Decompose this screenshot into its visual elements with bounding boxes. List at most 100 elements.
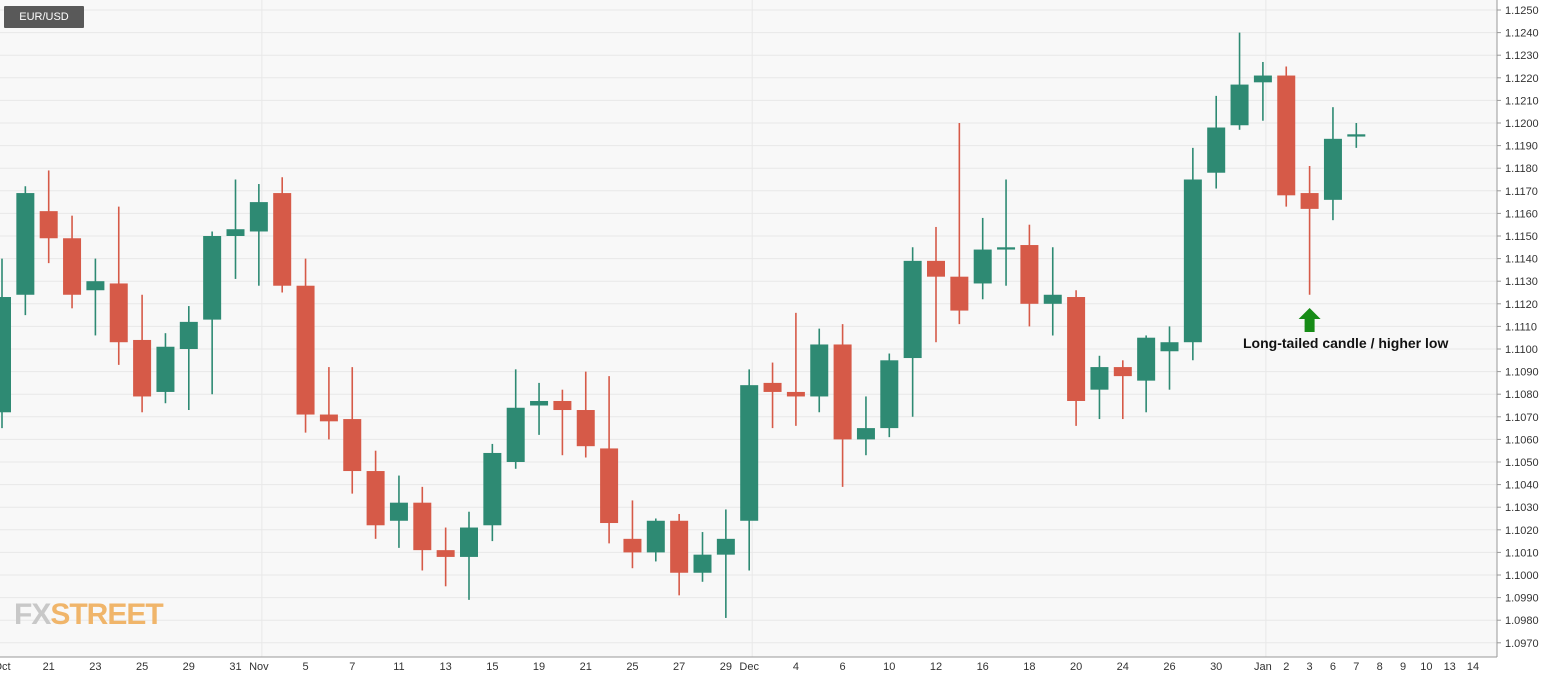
candle-body <box>1043 294 1062 304</box>
candle-body <box>436 550 455 557</box>
date-tick-label: 13 <box>440 661 452 673</box>
candle-up <box>880 353 899 438</box>
candle-body <box>1137 337 1156 381</box>
candle-body <box>156 346 175 392</box>
candle-up <box>856 396 875 456</box>
price-tick-label: 1.1210 <box>1505 95 1539 107</box>
candle-body <box>530 400 549 406</box>
date-tick-label: Dec <box>739 661 759 673</box>
candle-up <box>506 369 525 469</box>
candle-body <box>63 238 82 295</box>
date-tick-label: 10 <box>1420 661 1432 673</box>
candle-down <box>600 376 619 544</box>
date-tick-label: 16 <box>977 661 989 673</box>
candle-body <box>623 538 642 553</box>
candle-body <box>833 344 852 440</box>
candle-body <box>810 344 829 397</box>
date-tick-label: 29 <box>183 661 195 673</box>
price-tick-label: 1.1240 <box>1505 28 1539 40</box>
date-tick-label: 24 <box>1117 661 1129 673</box>
candle-up <box>997 179 1016 286</box>
date-tick-label: 3 <box>1307 661 1313 673</box>
price-tick-label: 1.0980 <box>1505 615 1539 627</box>
price-tick-label: 1.1140 <box>1505 254 1538 266</box>
candle-body <box>786 391 805 397</box>
logo-fx: FX <box>14 598 51 631</box>
date-tick-label: 7 <box>1353 661 1359 673</box>
candle-up <box>1043 247 1062 336</box>
candle-body <box>856 428 875 440</box>
price-tick-label: 1.1010 <box>1505 547 1539 559</box>
candle-down <box>63 215 82 309</box>
price-tick-label: 1.1050 <box>1505 457 1539 469</box>
candle-body <box>1067 297 1086 401</box>
date-tick-label: 5 <box>302 661 308 673</box>
price-tick-label: 1.1180 <box>1505 163 1538 175</box>
date-tick-label: 19 <box>533 661 545 673</box>
candle-up <box>86 258 105 336</box>
candle-down <box>623 500 642 569</box>
date-tick-label: 31 <box>229 661 241 673</box>
candle-body <box>1183 179 1202 343</box>
candle-down <box>1020 224 1039 327</box>
candle-body <box>973 249 992 284</box>
candle-body <box>133 339 152 397</box>
candle-up <box>973 217 992 300</box>
candle-down <box>413 486 432 571</box>
date-tick-label: Oct <box>0 661 11 673</box>
candle-body <box>109 283 128 343</box>
candle-down <box>436 527 455 587</box>
candle-up <box>156 333 175 404</box>
candle-body <box>203 236 222 320</box>
candle-down <box>109 206 128 365</box>
price-tick-label: 1.1160 <box>1505 208 1538 220</box>
candle-body <box>249 202 268 232</box>
candle-down <box>1113 360 1132 420</box>
candle-body <box>880 360 899 429</box>
candle-body <box>1090 367 1109 390</box>
candle-down <box>1300 165 1319 295</box>
candle-up <box>0 258 11 429</box>
candle-body <box>39 211 58 239</box>
candle-body <box>927 260 945 277</box>
candle-body <box>1230 84 1249 126</box>
date-tick-label: 25 <box>136 661 148 673</box>
candle-up <box>810 328 829 413</box>
date-tick-label: 11 <box>393 661 404 673</box>
date-tick-label: 14 <box>1467 661 1479 673</box>
candle-body <box>1323 138 1342 200</box>
date-tick-label: 15 <box>486 661 498 673</box>
candle-body <box>366 471 385 526</box>
candle-body <box>576 410 595 447</box>
candle-down <box>553 389 572 456</box>
candle-down <box>1277 66 1296 207</box>
candle-down <box>39 170 58 264</box>
candle-body <box>16 193 35 295</box>
date-tick-label: 7 <box>349 661 355 673</box>
candle-up <box>693 532 712 582</box>
candle-body <box>1207 127 1226 173</box>
candle-up <box>1183 147 1202 361</box>
candle-body <box>646 520 665 553</box>
candle-body <box>343 419 362 472</box>
candle-up <box>1323 107 1342 221</box>
price-tick-label: 1.1090 <box>1505 367 1539 379</box>
price-tick-label: 1.1110 <box>1505 321 1537 333</box>
candle-body <box>86 281 105 291</box>
candle-down <box>343 367 362 494</box>
candle-up <box>716 509 735 618</box>
candle-up <box>740 369 759 571</box>
candle-down <box>786 312 805 426</box>
candle-down <box>1067 290 1086 426</box>
date-tick-label: 13 <box>1444 661 1456 673</box>
candle-up <box>16 186 35 316</box>
candle-up <box>1160 326 1179 390</box>
price-axis: 1.0970 1.0980 1.0990 1.1000 1.1010 1.1020 1.10… <box>1496 0 1539 657</box>
date-tick-label: 9 <box>1400 661 1406 673</box>
date-tick-label: 2 <box>1283 661 1289 673</box>
date-tick-label: 25 <box>626 661 638 673</box>
price-tick-label: 1.1250 <box>1505 5 1539 17</box>
candle-body <box>1160 342 1179 352</box>
date-tick-label: 30 <box>1210 661 1222 673</box>
